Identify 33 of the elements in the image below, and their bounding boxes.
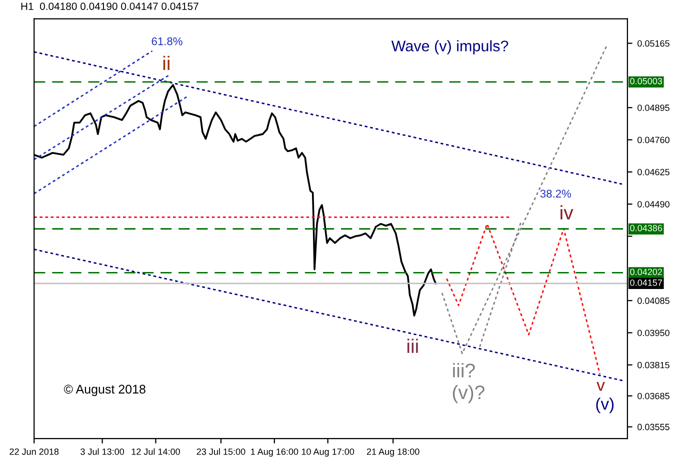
annotation: iii — [407, 338, 418, 353]
annotation: 38.2% — [540, 190, 572, 198]
y-tick-label: 0.03950 — [638, 330, 670, 336]
annotation: v — [596, 382, 605, 391]
y-tick-label: 0.04895 — [638, 104, 670, 111]
x-tick-label: 3 Jul 13:00 — [80, 448, 124, 455]
ref-line-label: 0.04202 — [630, 268, 662, 276]
annotation: iii? — [453, 363, 475, 378]
x-tick-label: 21 Aug 18:00 — [366, 448, 420, 457]
x-tick-label: 23 Jul 15:00 — [196, 448, 246, 455]
x-tick-label: 22 Jun 2018 — [10, 448, 59, 455]
chart-title: H1 0.04180 0.04190 0.04147 0.04157 — [21, 2, 198, 10]
y-tick-label: 0.03555 — [638, 424, 670, 430]
ref-line-label: 0.04157 — [630, 279, 662, 286]
annotation: © August 2018 — [64, 384, 146, 396]
annotation: 61.8% — [152, 37, 182, 46]
annotation: iv — [560, 205, 574, 220]
y-tick-label: 0.04085 — [638, 298, 670, 304]
ref-line-label: 0.04386 — [630, 224, 662, 232]
annotation: ii — [163, 56, 170, 70]
x-tick-label: 10 Aug 17:00 — [302, 448, 354, 457]
annotation: (v) — [596, 398, 614, 414]
y-tick-label: 0.05165 — [638, 40, 670, 47]
y-tick-label: 0.03685 — [638, 392, 670, 400]
x-tick-label: 12 Jul 14:00 — [132, 448, 180, 455]
y-tick-label: 0.04625 — [638, 168, 670, 176]
annotation: (v)? — [452, 384, 484, 404]
x-tick-label: 1 Aug 16:00 — [250, 448, 298, 457]
annotation: Wave (v) impuls? — [391, 40, 508, 54]
y-tick-label: 0.03815 — [638, 362, 670, 368]
y-tick-label: 0.04760 — [638, 136, 670, 144]
y-tick-label: 0.04490 — [638, 201, 670, 208]
ref-line-label: 0.05003 — [630, 78, 662, 84]
